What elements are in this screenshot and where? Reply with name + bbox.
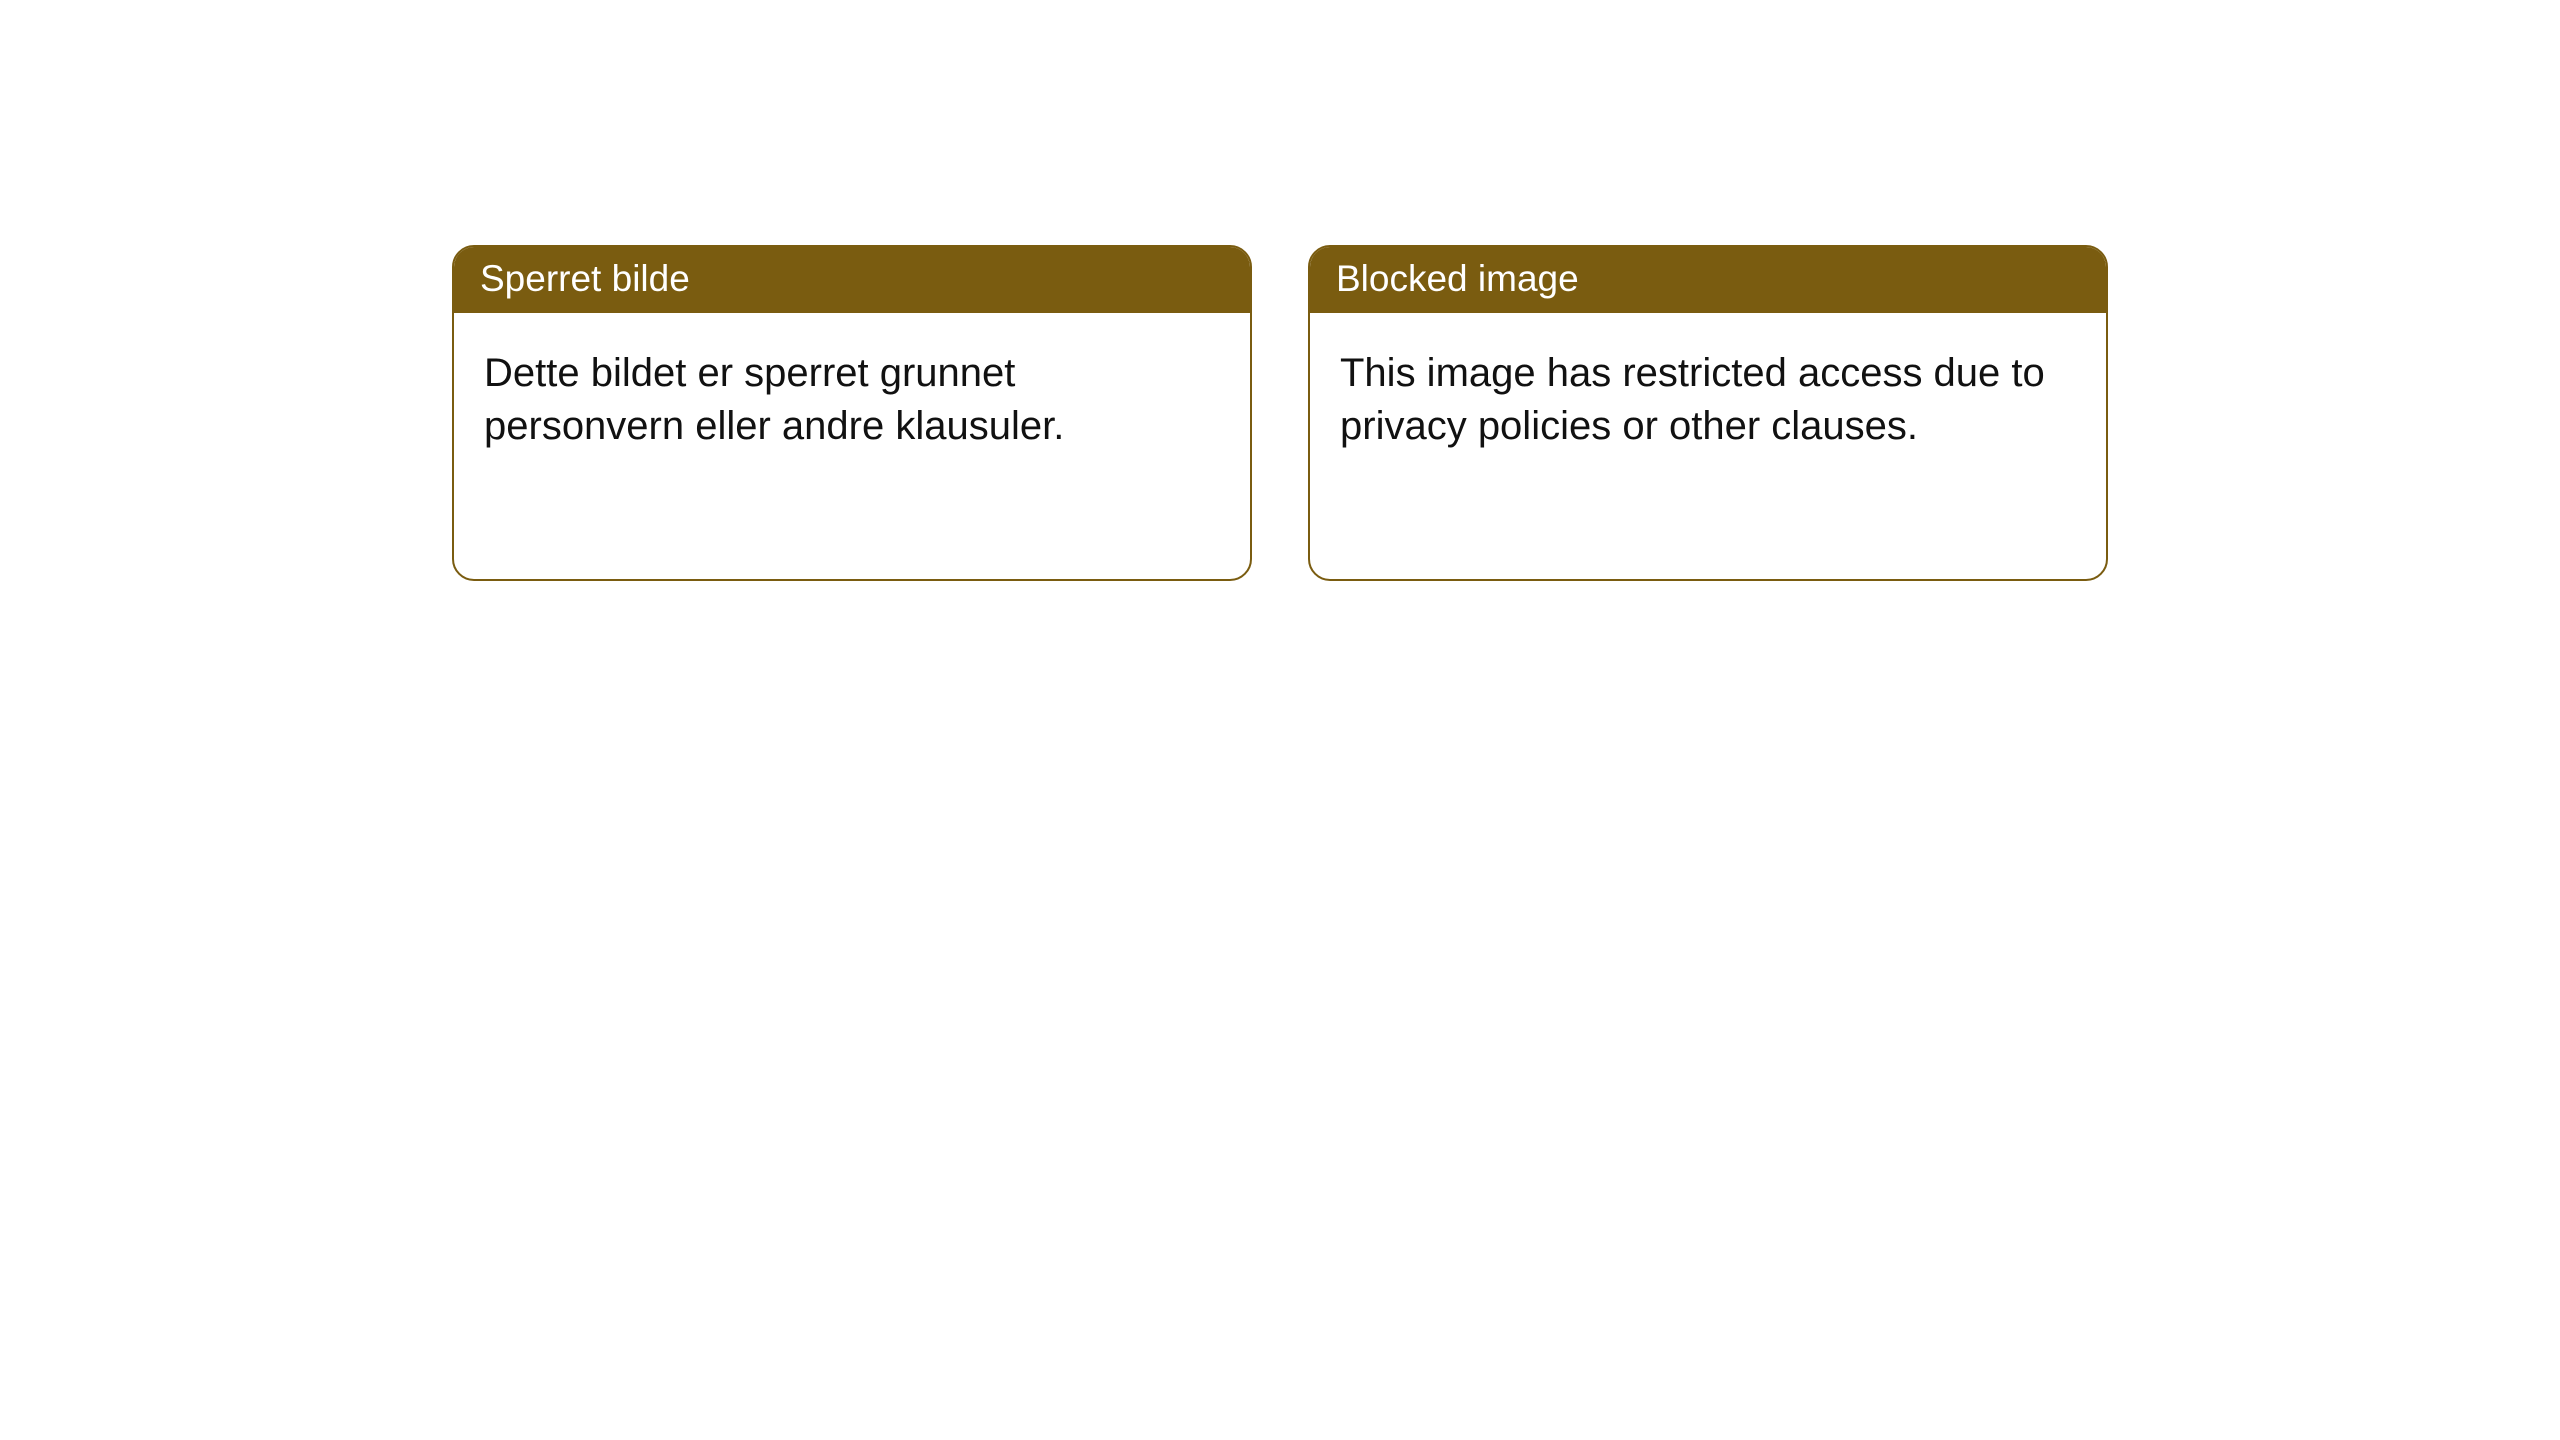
notice-card-norwegian: Sperret bilde Dette bildet er sperret gr… [452,245,1252,581]
notice-card-body: This image has restricted access due to … [1310,313,2106,487]
notice-card-english: Blocked image This image has restricted … [1308,245,2108,581]
notice-card-title: Sperret bilde [454,247,1250,313]
notice-card-title: Blocked image [1310,247,2106,313]
notice-cards: Sperret bilde Dette bildet er sperret gr… [452,245,2108,1440]
notice-card-body: Dette bildet er sperret grunnet personve… [454,313,1250,487]
